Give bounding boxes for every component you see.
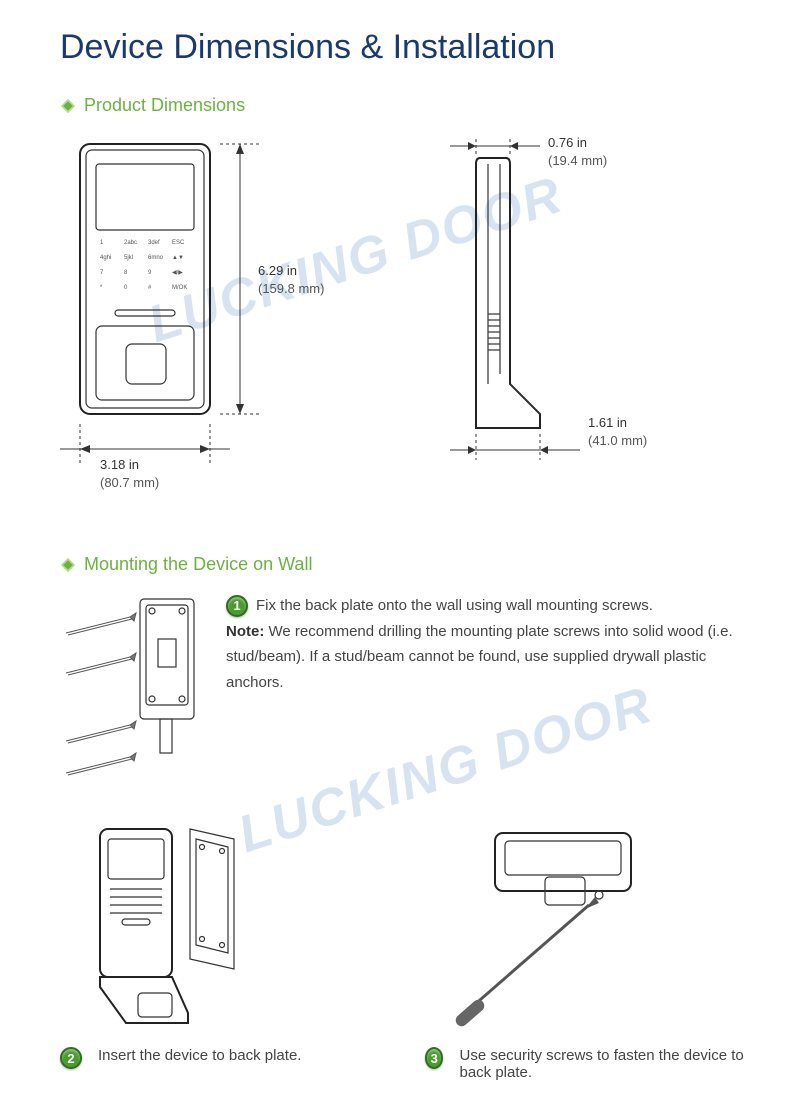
diamond-bullet-icon <box>60 98 76 114</box>
svg-text:7: 7 <box>100 270 104 276</box>
svg-text:8: 8 <box>124 270 128 276</box>
svg-text:2abc: 2abc <box>124 240 137 246</box>
step-2-num: 2 <box>60 1047 82 1069</box>
width-mm-label: (80.7 mm) <box>100 475 159 490</box>
svg-text:#: # <box>148 285 152 291</box>
svg-text:5jkl: 5jkl <box>124 255 133 261</box>
depth-mm-label: (19.4 mm) <box>548 153 607 168</box>
base-in-label: 1.61 in <box>588 415 627 430</box>
section-dimensions-head: Product Dimensions <box>60 95 750 116</box>
step-1-row: 1 Fix the back plate onto the wall using … <box>60 593 750 783</box>
section-mounting-title: Mounting the Device on Wall <box>84 554 312 575</box>
svg-text:9: 9 <box>148 270 152 276</box>
svg-text:6mno: 6mno <box>148 255 164 261</box>
step-1-note: We recommend drilling the mounting plate… <box>226 623 733 691</box>
svg-text:▲▼: ▲▼ <box>172 255 184 261</box>
svg-text:ESC: ESC <box>172 240 185 246</box>
height-in-label: 6.29 in <box>258 262 324 280</box>
step-2-illustration <box>60 823 320 1033</box>
svg-text:0: 0 <box>124 285 128 291</box>
svg-text:◀/▶: ◀/▶ <box>172 270 183 276</box>
step-1-illustration <box>60 593 210 783</box>
svg-text:4ghi: 4ghi <box>100 255 111 261</box>
device-front-illustration: 1 2abc 3def ESC 4ghi 5jkl 6mno ▲▼ 7 8 9 ◀/▶ * 0 # M/OK <box>60 134 370 494</box>
step-3-num: 3 <box>425 1047 443 1069</box>
diamond-bullet-icon <box>60 557 76 573</box>
svg-text:*: * <box>100 285 103 291</box>
step-1-main: Fix the back plate onto the wall using w… <box>256 597 653 614</box>
step-3-col: 3 Use security screws to fasten the devi… <box>425 823 750 1081</box>
section-mounting-head: Mounting the Device on Wall <box>60 554 750 575</box>
step-2-col: 2 Insert the device to back plate. <box>60 823 385 1081</box>
section-dimensions-title: Product Dimensions <box>84 95 245 116</box>
svg-text:M/OK: M/OK <box>172 285 187 291</box>
height-mm-label: (159.8 mm) <box>258 280 324 298</box>
step-3-text: Use security screws to fasten the device… <box>459 1047 750 1081</box>
svg-text:1: 1 <box>100 240 104 246</box>
depth-in-label: 0.76 in <box>548 135 587 150</box>
step-2-text: Insert the device to back plate. <box>98 1047 301 1064</box>
step-3-illustration <box>425 823 725 1033</box>
step-1-text: 1 Fix the back plate onto the wall using … <box>226 593 750 695</box>
page-title: Device Dimensions & Installation <box>60 28 750 67</box>
base-mm-label: (41.0 mm) <box>588 433 647 448</box>
device-side-illustration <box>430 134 690 494</box>
step-1-num: 1 <box>226 595 248 617</box>
width-in-label: 3.18 in <box>100 457 139 472</box>
dimensions-diagram: 12abc3defESC4ghi5jkl6mno▲▼789◀/▶*0#M/OK … <box>60 134 750 514</box>
svg-text:3def: 3def <box>148 240 160 246</box>
